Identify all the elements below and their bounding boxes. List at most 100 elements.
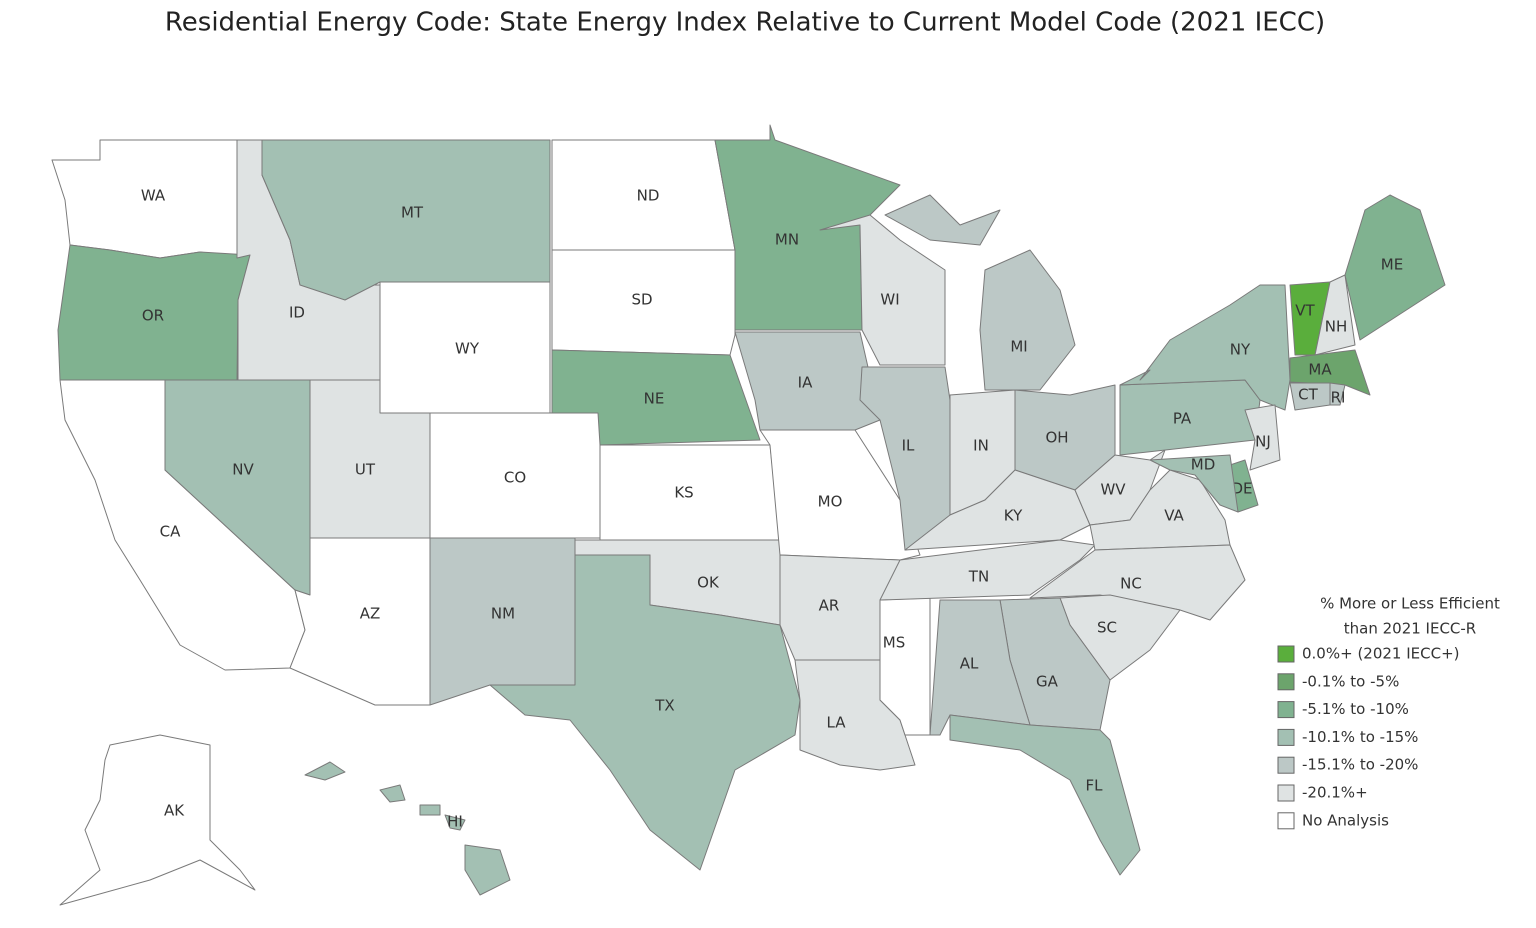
- state: SD: [551, 249, 736, 356]
- state-shape: [59, 734, 256, 906]
- state-label: AR: [819, 597, 840, 615]
- state-label: MI: [1010, 338, 1027, 356]
- state-shape: [949, 714, 1141, 876]
- legend: % More or Less Efficient than 2021 IECC-R…: [1277, 595, 1500, 830]
- state-shape: [1029, 544, 1246, 621]
- state: KS: [599, 444, 781, 541]
- legend-label: No Analysis: [1302, 811, 1389, 829]
- state: NJ: [1244, 404, 1281, 471]
- state: NE: [551, 349, 761, 446]
- state-label: MN: [775, 231, 799, 249]
- state-shape: [1314, 274, 1356, 356]
- state: MO: [759, 429, 921, 561]
- state-shape: [714, 124, 901, 331]
- state: NM: [429, 537, 576, 706]
- state-label: OK: [697, 574, 720, 592]
- state-label: LA: [827, 714, 847, 732]
- state-label: WI: [880, 291, 899, 309]
- state: ME: [1344, 194, 1446, 341]
- state: KY: [904, 469, 1091, 551]
- state-label: SD: [631, 291, 652, 309]
- legend-swatch: [1277, 756, 1295, 774]
- state: MT: [261, 139, 551, 301]
- state-shape: [879, 539, 1096, 601]
- state-label: KY: [1004, 507, 1023, 525]
- state-shape: [444, 814, 466, 831]
- legend-label: -0.1% to -5%: [1302, 672, 1399, 690]
- state-shape: [1119, 284, 1291, 411]
- state: ND: [551, 139, 736, 251]
- legend-label: -15.1% to -20%: [1302, 756, 1418, 774]
- state: NC: [1029, 544, 1246, 621]
- state: CT: [1289, 382, 1331, 411]
- state-shape: [551, 249, 736, 356]
- state-label: AL: [960, 655, 979, 673]
- state-shape: [1289, 349, 1371, 396]
- state: WY: [379, 281, 551, 414]
- state-label: AK: [164, 802, 185, 820]
- legend-title: than 2021 IECC-R: [1344, 620, 1476, 638]
- state-label: PA: [1173, 410, 1192, 428]
- state-label: OR: [142, 307, 164, 325]
- state: AK: [59, 734, 256, 906]
- state: MS: [879, 597, 931, 736]
- state: IN: [949, 389, 1016, 516]
- state: AR: [779, 554, 901, 661]
- state-label: IA: [798, 374, 813, 392]
- state-shape: [304, 761, 346, 781]
- legend-label: -10.1% to -15%: [1302, 728, 1418, 746]
- state-label: WV: [1100, 481, 1126, 499]
- state-shape: [489, 554, 801, 871]
- state-shape: [261, 139, 551, 301]
- state-shape: [1329, 382, 1346, 406]
- state-label: TX: [654, 697, 674, 715]
- states: WA OR CA NV ID MT WY UT CO AZ NM ND SD NE KS OK TX MN IA MO…: [51, 124, 1446, 906]
- legend-label: -20.1%+: [1302, 784, 1368, 802]
- state-label: VT: [1295, 302, 1315, 320]
- state-shape: [759, 429, 921, 561]
- state-label: ME: [1381, 256, 1403, 274]
- legend-title: % More or Less Efficient: [1320, 595, 1500, 613]
- state-label: RI: [1331, 389, 1346, 407]
- state: LA: [794, 659, 916, 771]
- state-label: CO: [504, 469, 526, 487]
- state: FL: [949, 714, 1141, 876]
- state-label: AZ: [360, 605, 381, 623]
- state-label: ID: [289, 304, 305, 322]
- state-shape: [1344, 194, 1446, 341]
- state: CO: [429, 412, 601, 539]
- legend-label: -5.1% to -10%: [1302, 700, 1409, 718]
- state: TN: [879, 539, 1096, 601]
- state-label: MA: [1308, 361, 1332, 379]
- state-label: MT: [401, 204, 424, 222]
- state: IL: [859, 366, 951, 551]
- state-label: VA: [1164, 507, 1184, 525]
- state: IA: [734, 331, 881, 431]
- legend-swatch: [1277, 728, 1295, 746]
- state-shape: [464, 844, 511, 896]
- state-label: NE: [644, 390, 665, 408]
- state: WA: [51, 139, 238, 259]
- state-shape: [379, 784, 406, 803]
- legend-swatch: [1277, 784, 1295, 802]
- state-shape: [904, 469, 1091, 551]
- state: NY: [1119, 284, 1291, 411]
- state-label: HI: [447, 813, 463, 831]
- state: AZ: [289, 537, 431, 706]
- state-shape: [419, 804, 441, 816]
- state-label: NH: [1325, 318, 1348, 336]
- state: OR: [57, 244, 251, 381]
- state-label: NC: [1120, 575, 1142, 593]
- state-label: NM: [491, 605, 515, 623]
- state-shape: [979, 249, 1076, 391]
- state-shape: [1149, 454, 1239, 513]
- state: PA: [1119, 379, 1261, 456]
- state: WI: [819, 214, 946, 366]
- map-title: Residential Energy Code: State Energy In…: [165, 8, 1325, 38]
- state: MI: [884, 194, 1076, 391]
- state: MN: [714, 124, 901, 331]
- state-label: UT: [355, 461, 376, 479]
- legend-swatch: [1277, 812, 1295, 830]
